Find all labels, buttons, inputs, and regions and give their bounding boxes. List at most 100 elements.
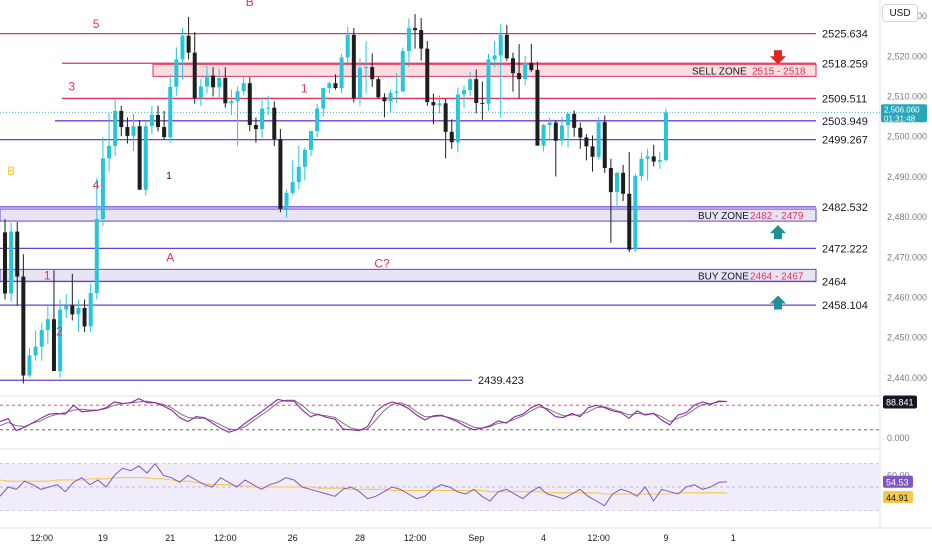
wave-label: 1 (301, 81, 308, 95)
candle-body (370, 67, 375, 80)
candle-body (602, 122, 607, 169)
candle-body (198, 86, 203, 99)
zone-name: BUY ZONE (698, 271, 749, 282)
candle-body (156, 114, 160, 128)
candle-body (486, 59, 491, 104)
candle-body (443, 103, 448, 132)
candle-body (296, 166, 301, 183)
candle-body (431, 102, 436, 106)
level-label: 2439.423 (478, 375, 524, 387)
candle-body (615, 172, 619, 193)
candle-body (309, 131, 313, 150)
candle-body (302, 149, 307, 167)
candle-body (272, 107, 277, 140)
candle-body (572, 113, 577, 128)
candle-body (645, 156, 650, 159)
candle-body (39, 330, 44, 347)
zone-range-label: 2464 - 2467 (750, 271, 804, 282)
wave-label: 2 (56, 325, 63, 339)
stoch-value-tag (883, 395, 917, 409)
candle-body (162, 127, 167, 138)
candle-body (321, 88, 326, 109)
buy-zone-box (0, 268, 817, 282)
candle-body (425, 48, 430, 103)
wave-label: B (7, 164, 15, 178)
candle-body (15, 231, 20, 277)
candle-body (504, 34, 509, 59)
y-tick-label: 2,490.000 (887, 172, 927, 182)
candle-body (3, 232, 7, 294)
candle-body (143, 126, 148, 190)
x-tick-label: 9 (663, 533, 668, 543)
candle-body (357, 67, 362, 99)
candle-body (547, 122, 552, 126)
currency-selector[interactable]: USD (882, 4, 918, 22)
candle-body (364, 67, 369, 69)
candle-body (498, 34, 503, 56)
wave-label: B (246, 0, 254, 9)
candle-body (64, 305, 69, 310)
zone-name: SELL ZONE (692, 66, 747, 77)
zone-range-label: 2515 - 2518 (752, 66, 806, 77)
y-tick-label: 2,470.000 (887, 252, 927, 262)
candle-body (284, 192, 289, 209)
candle-body (100, 158, 105, 220)
candle-body (621, 172, 626, 194)
wave-label: C? (374, 256, 390, 270)
y-tick-label: 2,460.000 (887, 293, 927, 303)
candle-body (400, 51, 405, 92)
candle-body (192, 52, 197, 99)
y-tick-label: 2,510.000 (887, 91, 927, 101)
candle-body (639, 158, 644, 177)
rsi-tick-60: 60.00 (887, 470, 910, 480)
level-label: 2458.104 (822, 300, 868, 312)
candle-body (462, 90, 466, 95)
candle-body (260, 108, 265, 130)
x-tick-label: 12:00 (404, 533, 427, 543)
candle-body (376, 79, 381, 98)
candle-body (382, 97, 387, 102)
candle-body (627, 193, 632, 250)
candle-body (480, 102, 485, 104)
candle-body (223, 77, 228, 104)
wave-label: A (166, 250, 174, 264)
x-tick-label: 4 (541, 533, 546, 543)
zone-name: BUY ZONE (698, 211, 749, 222)
candle-body (553, 122, 558, 141)
candle-body (82, 307, 87, 327)
candle-body (94, 219, 99, 294)
y-tick-label: 2,520.000 (887, 51, 927, 61)
candle-body (578, 127, 583, 138)
zone-range-label: 2482 - 2479 (750, 211, 804, 222)
x-tick-label: 12:00 (30, 533, 53, 543)
wave-label: 1 (44, 268, 51, 282)
last-price-value: 2,506.060 (884, 105, 920, 114)
candle-body (180, 35, 185, 60)
candle-body (339, 57, 344, 89)
candle-body (45, 319, 50, 331)
stoch-k-line (0, 397, 728, 433)
candle-body (584, 137, 589, 147)
candle-body (217, 77, 222, 88)
stoch-d-line (0, 399, 728, 431)
candle-body (633, 176, 638, 250)
sell-arrow-icon (770, 50, 786, 65)
candle-body (437, 103, 442, 106)
candle-body (229, 101, 234, 104)
candle-body (468, 79, 473, 91)
stoch-zero-label: 0.000 (887, 433, 910, 443)
candle-body (663, 112, 668, 160)
wave-label: 5 (93, 17, 100, 31)
y-tick-label: 2,440.000 (887, 373, 927, 383)
sell-zone-box (152, 63, 817, 77)
candle-body (492, 55, 497, 60)
candle-body (113, 110, 118, 146)
last-price-tag (881, 104, 927, 123)
rsi-line (0, 462, 728, 507)
candle-body (529, 63, 534, 70)
x-tick-label: 12:00 (587, 533, 610, 543)
candle-body (419, 30, 424, 49)
candle-body (241, 83, 246, 92)
